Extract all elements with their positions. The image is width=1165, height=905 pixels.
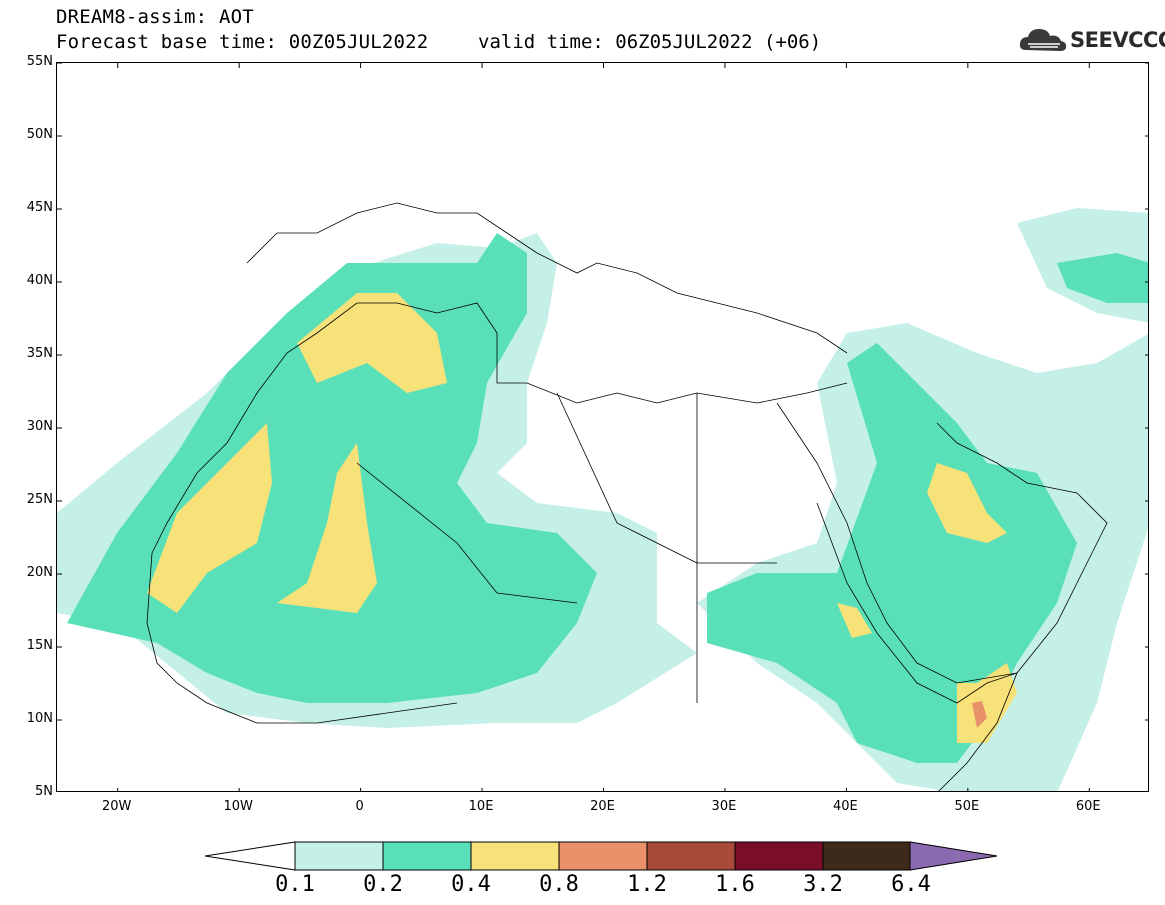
lat-label: 35N (26, 346, 53, 361)
aot-level-0.4-eritrea (837, 603, 872, 638)
coastline-europe-south (246, 202, 848, 354)
lon-label: 30E (711, 799, 737, 814)
lat-label: 50N (26, 127, 53, 142)
colorbar-cell (470, 841, 560, 871)
colorbar-level-label: 6.4 (891, 872, 931, 897)
lon-label: 40E (832, 799, 858, 814)
lat-label: 40N (26, 273, 53, 288)
lon-label: 20W (102, 799, 132, 814)
aot-level-0.2-west-africa (67, 233, 597, 703)
colorbar-cell (382, 841, 472, 871)
colorbar-cell (646, 841, 736, 871)
cloud-icon (1019, 29, 1067, 51)
colorbar-cell (294, 841, 384, 871)
lat-label: 30N (26, 419, 53, 434)
aot-level-0.4-atlas (297, 293, 447, 393)
border-sample-2 (556, 392, 698, 703)
coastlines-and-borders (146, 202, 1108, 791)
aot-colorbar (205, 841, 998, 871)
lon-label: 20E (590, 799, 615, 814)
coastline-west-africa (146, 552, 458, 724)
colorbar-high-arrow (909, 841, 998, 871)
colorbar-level-label: 0.4 (451, 872, 491, 897)
coastline-north-africa (151, 302, 848, 554)
aot-level-0.4-arabia (927, 463, 1007, 543)
lon-label: 10E (468, 799, 494, 814)
colorbar-cell (558, 841, 648, 871)
map-title: DREAM8-assim: AOT (56, 6, 254, 28)
aot-shading (57, 208, 1148, 791)
aot-level-0.4-mali (277, 443, 377, 613)
lat-label: 20N (26, 565, 53, 580)
lon-label: 10W (223, 799, 253, 814)
coastline-horn-africa (816, 502, 1018, 791)
colorbar-cell (734, 841, 824, 871)
forecast-base-time: Forecast base time: 00Z05JUL2022 (56, 31, 429, 53)
colorbar-level-label: 0.8 (539, 872, 579, 897)
aot-level-0.4-somalia (957, 663, 1017, 743)
lat-label: 45N (26, 200, 53, 215)
colorbar-level-label: 1.2 (627, 872, 667, 897)
logo-text: SEEVCCC (1070, 28, 1165, 52)
lon-label: 60E (1075, 799, 1101, 814)
lat-label: 5N (35, 784, 53, 799)
lat-label: 55N (26, 54, 53, 69)
aot-level-0.4-mauritania (147, 423, 272, 613)
border-sample-3 (696, 393, 777, 564)
colorbar-level-label: 1.6 (715, 872, 755, 897)
coastline-arabia (776, 402, 1108, 684)
colorbar-low-arrow (205, 841, 296, 871)
colorbar-cell (822, 841, 912, 871)
map-plot-area (56, 62, 1149, 792)
aot-level-0.2-arabia (707, 343, 1077, 763)
colorbar-level-label: 0.1 (275, 872, 315, 897)
lat-label: 25N (26, 492, 53, 507)
colorbar-level-label: 0.2 (363, 872, 403, 897)
colorbar-cells (294, 841, 912, 871)
aot-level-0.2-caspian (1057, 253, 1148, 303)
lat-label: 15N (26, 638, 53, 653)
valid-time: valid time: 06Z05JUL2022 (+06) (478, 31, 822, 53)
lat-label: 10N (26, 711, 53, 726)
border-sample-1 (356, 462, 578, 604)
aot-level-0.8-somalia (972, 701, 987, 728)
colorbar-level-label: 3.2 (803, 872, 843, 897)
lon-label: 50E (954, 799, 980, 814)
aot-map (57, 63, 1148, 791)
map-ticks (57, 63, 1148, 791)
seevccc-logo: SEEVCCC (1018, 24, 1165, 56)
lon-label: 0 (355, 799, 364, 814)
